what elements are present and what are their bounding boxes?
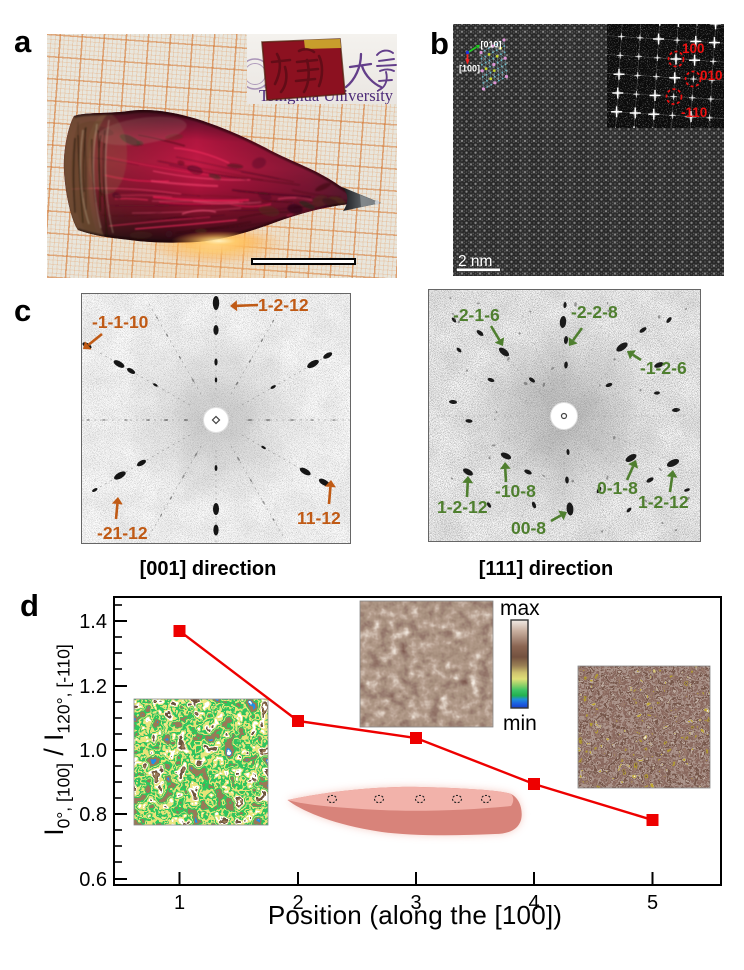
svg-text:00-8: 00-8	[511, 518, 546, 538]
svg-text:1-2-12: 1-2-12	[437, 497, 488, 517]
svg-text:max: max	[500, 597, 540, 620]
svg-text:1.0: 1.0	[79, 740, 107, 762]
svg-text:-1-1-10: -1-1-10	[92, 312, 149, 332]
svg-text:2 nm: 2 nm	[458, 253, 492, 270]
svg-text:1: 1	[174, 892, 185, 914]
svg-text:3: 3	[410, 892, 421, 914]
svg-text:11-12: 11-12	[297, 508, 341, 528]
svg-text:2: 2	[292, 892, 303, 914]
svg-text:[100]: [100]	[459, 64, 480, 74]
svg-text:1.4: 1.4	[79, 611, 107, 633]
svg-text:0.8: 0.8	[79, 804, 107, 826]
svg-text:1-2-12: 1-2-12	[258, 295, 309, 315]
svg-text:4: 4	[528, 892, 539, 914]
svg-text:min: min	[503, 712, 537, 735]
svg-text:0.6: 0.6	[79, 869, 107, 891]
svg-text:100: 100	[682, 41, 705, 56]
svg-text:[010]: [010]	[481, 40, 502, 50]
svg-text:1.2: 1.2	[79, 676, 107, 698]
svg-text:010: 010	[700, 68, 723, 83]
svg-text:0-1-8: 0-1-8	[597, 478, 638, 498]
svg-text:-10-8: -10-8	[495, 481, 536, 501]
svg-text:-21-12: -21-12	[97, 523, 148, 543]
svg-text:1-2-12: 1-2-12	[638, 492, 689, 512]
svg-text:-110: -110	[681, 105, 707, 120]
svg-text:-2-2-8: -2-2-8	[571, 302, 618, 322]
svg-text:Position (along the [100]): Position (along the [100])	[268, 900, 562, 930]
svg-text:-2-1-6: -2-1-6	[453, 305, 500, 325]
svg-text:-1-2-6: -1-2-6	[640, 358, 687, 378]
svg-text:5: 5	[647, 892, 658, 914]
